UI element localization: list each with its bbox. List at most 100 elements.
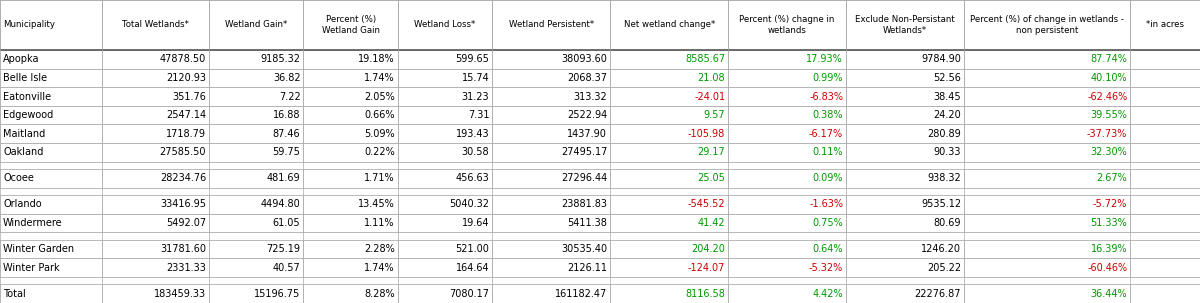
Text: -124.07: -124.07 bbox=[688, 263, 725, 273]
Bar bbox=[0, 258, 102, 277]
Text: 1437.90: 1437.90 bbox=[568, 129, 607, 139]
Text: 80.69: 80.69 bbox=[934, 218, 961, 228]
Bar bbox=[846, 0, 964, 50]
Text: -6.17%: -6.17% bbox=[809, 129, 844, 139]
Bar bbox=[492, 285, 610, 303]
Bar bbox=[102, 50, 209, 68]
Bar bbox=[846, 169, 964, 188]
Text: Wetland Persistent*: Wetland Persistent* bbox=[509, 21, 594, 29]
Bar bbox=[1130, 0, 1200, 50]
Text: 87.46: 87.46 bbox=[272, 129, 300, 139]
Text: 599.65: 599.65 bbox=[455, 54, 490, 64]
Bar bbox=[728, 0, 846, 50]
Bar bbox=[610, 68, 728, 87]
Bar bbox=[964, 169, 1130, 188]
Bar bbox=[0, 125, 102, 143]
Bar bbox=[846, 50, 964, 68]
Text: -5.32%: -5.32% bbox=[809, 263, 844, 273]
Text: 2522.94: 2522.94 bbox=[566, 110, 607, 120]
Bar bbox=[398, 125, 492, 143]
Text: 29.17: 29.17 bbox=[697, 147, 725, 157]
Text: 8116.58: 8116.58 bbox=[685, 289, 725, 299]
Bar bbox=[102, 214, 209, 232]
Text: 13.45%: 13.45% bbox=[358, 199, 395, 209]
Bar bbox=[209, 258, 304, 277]
Text: 193.43: 193.43 bbox=[456, 129, 490, 139]
Bar bbox=[0, 87, 102, 106]
Bar bbox=[209, 240, 304, 258]
Bar bbox=[492, 169, 610, 188]
Bar bbox=[964, 0, 1130, 50]
Bar bbox=[398, 285, 492, 303]
Text: Winter Park: Winter Park bbox=[2, 263, 60, 273]
Bar bbox=[610, 0, 728, 50]
Text: 31.23: 31.23 bbox=[462, 92, 490, 102]
Bar bbox=[304, 258, 398, 277]
Text: 27495.17: 27495.17 bbox=[560, 147, 607, 157]
Text: 0.11%: 0.11% bbox=[812, 147, 844, 157]
Bar bbox=[610, 285, 728, 303]
Text: 5492.07: 5492.07 bbox=[166, 218, 206, 228]
Text: -545.52: -545.52 bbox=[688, 199, 725, 209]
Bar bbox=[209, 214, 304, 232]
Text: 38.45: 38.45 bbox=[934, 92, 961, 102]
Text: 17.93%: 17.93% bbox=[806, 54, 844, 64]
Bar bbox=[102, 143, 209, 161]
Text: 90.33: 90.33 bbox=[934, 147, 961, 157]
Text: -60.46%: -60.46% bbox=[1087, 263, 1127, 273]
Text: 28234.76: 28234.76 bbox=[160, 173, 206, 183]
Bar bbox=[209, 285, 304, 303]
Bar bbox=[846, 240, 964, 258]
Text: 1718.79: 1718.79 bbox=[166, 129, 206, 139]
Bar bbox=[398, 169, 492, 188]
Bar bbox=[728, 240, 846, 258]
Text: 36.44%: 36.44% bbox=[1091, 289, 1127, 299]
Text: 2.05%: 2.05% bbox=[364, 92, 395, 102]
Text: 16.88: 16.88 bbox=[272, 110, 300, 120]
Bar bbox=[964, 50, 1130, 68]
Text: 1.11%: 1.11% bbox=[365, 218, 395, 228]
Bar bbox=[846, 68, 964, 87]
Text: 52.56: 52.56 bbox=[934, 73, 961, 83]
Bar bbox=[610, 214, 728, 232]
Text: Ocoee: Ocoee bbox=[2, 173, 34, 183]
Text: 2068.37: 2068.37 bbox=[568, 73, 607, 83]
Bar bbox=[304, 106, 398, 125]
Text: 5.09%: 5.09% bbox=[365, 129, 395, 139]
Text: Winter Garden: Winter Garden bbox=[2, 244, 74, 254]
Bar bbox=[102, 125, 209, 143]
Bar bbox=[1130, 214, 1200, 232]
Bar bbox=[0, 106, 102, 125]
Bar bbox=[846, 214, 964, 232]
Bar bbox=[102, 285, 209, 303]
Bar bbox=[304, 87, 398, 106]
Text: 5411.38: 5411.38 bbox=[568, 218, 607, 228]
Bar bbox=[398, 87, 492, 106]
Text: 41.42: 41.42 bbox=[697, 218, 725, 228]
Text: -24.01: -24.01 bbox=[694, 92, 725, 102]
Text: -105.98: -105.98 bbox=[688, 129, 725, 139]
Bar bbox=[728, 169, 846, 188]
Bar bbox=[209, 169, 304, 188]
Text: Percent (%) of change in wetlands -
non persistent: Percent (%) of change in wetlands - non … bbox=[970, 15, 1124, 35]
Bar bbox=[0, 50, 102, 68]
Bar bbox=[1130, 195, 1200, 214]
Text: Edgewood: Edgewood bbox=[2, 110, 53, 120]
Bar bbox=[209, 0, 304, 50]
Text: 31781.60: 31781.60 bbox=[160, 244, 206, 254]
Bar bbox=[102, 195, 209, 214]
Bar bbox=[398, 214, 492, 232]
Bar bbox=[0, 143, 102, 161]
Bar bbox=[610, 169, 728, 188]
Bar bbox=[398, 143, 492, 161]
Bar bbox=[492, 106, 610, 125]
Bar bbox=[846, 106, 964, 125]
Bar bbox=[398, 195, 492, 214]
Text: 9185.32: 9185.32 bbox=[260, 54, 300, 64]
Text: 204.20: 204.20 bbox=[691, 244, 725, 254]
Bar bbox=[102, 106, 209, 125]
Text: 19.18%: 19.18% bbox=[359, 54, 395, 64]
Text: 39.55%: 39.55% bbox=[1091, 110, 1127, 120]
Bar bbox=[0, 214, 102, 232]
Bar bbox=[209, 50, 304, 68]
